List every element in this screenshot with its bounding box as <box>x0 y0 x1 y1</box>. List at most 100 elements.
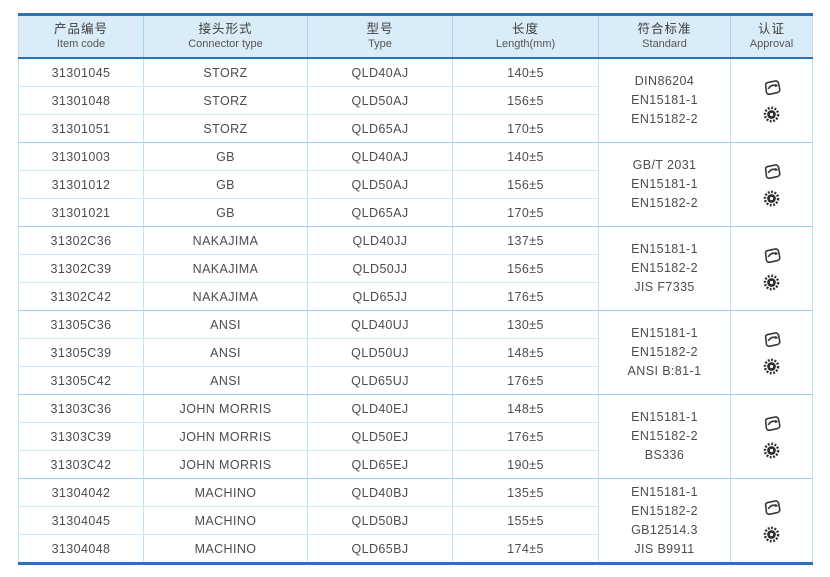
column-header-zh: 长度 <box>511 22 539 36</box>
standard-line: JIS F7335 <box>634 280 695 294</box>
cell-approval <box>730 142 813 227</box>
table-row: 31305C42 ANSI QLD65UJ 176±5 <box>18 366 813 395</box>
cell-standard: EN15181-1 EN15182-2 BS336 <box>598 394 731 479</box>
cell-length: 170±5 <box>452 114 599 143</box>
table-row: 31302C39 NAKAJIMA QLD50JJ 156±5 <box>18 254 813 283</box>
standard-line: EN15182-2 <box>631 112 698 126</box>
table-row: 31302C36 NAKAJIMA QLD40JJ 137±5 EN15181-1 EN1… <box>18 226 813 311</box>
cell-length: 137±5 <box>452 226 599 255</box>
cell-length: 135±5 <box>452 478 599 507</box>
cell-type: QLD65UJ <box>307 366 453 395</box>
column-header-zh: 符合标准 <box>637 22 692 36</box>
cell-connector-type: JOHN MORRIS <box>143 422 308 451</box>
table-body: 31301045 STORZ QLD40AJ 140±5 DIN86204 EN15181… <box>18 58 813 564</box>
column-header-zh: 产品编号 <box>53 22 108 36</box>
approval-icons <box>733 498 810 543</box>
cell-item-code: 31302C42 <box>18 282 144 311</box>
cell-length: 174±5 <box>452 534 599 564</box>
table-header: 产品编号 Item code 接头形式 Connector type 型号 Type 长度 L… <box>18 14 813 59</box>
cell-length: 156±5 <box>452 86 599 115</box>
cell-item-code: 31302C39 <box>18 254 144 283</box>
cell-approval <box>730 478 813 564</box>
table-row: 31301012 GB QLD50AJ 156±5 <box>18 170 813 199</box>
column-header-length: 长度 Length(mm) <box>452 14 599 59</box>
column-header-en: Connector type <box>188 38 263 50</box>
cell-type: QLD40JJ <box>307 226 453 255</box>
cell-item-code: 31304042 <box>18 478 144 507</box>
cell-item-code: 31302C36 <box>18 226 144 255</box>
cell-connector-type: GB <box>143 170 308 199</box>
cell-type: QLD50UJ <box>307 338 453 367</box>
cell-item-code: 31305C36 <box>18 310 144 339</box>
cell-connector-type: JOHN MORRIS <box>143 394 308 423</box>
standard-line: EN15182-2 <box>631 261 698 275</box>
cell-item-code: 31304048 <box>51 541 111 556</box>
cell-type: QLD40BJ <box>307 478 453 507</box>
standard-line: EN15182-2 <box>631 429 698 443</box>
table-row: 31304045 MACHINO QLD50BJ 155±5 <box>18 506 813 535</box>
cell-item-code: 31305C42 <box>18 366 144 395</box>
approval-icons <box>733 78 810 123</box>
column-header-en: Approval <box>749 38 794 50</box>
cell-standard: EN15181-1 EN15182-2 ANSI B:81-1 <box>598 310 731 395</box>
cell-length: 170±5 <box>452 198 599 227</box>
approval-icons <box>733 162 810 207</box>
table-row: 31304042 MACHINO QLD40BJ 135±5 EN15181-1 EN15… <box>18 478 813 564</box>
cell-type: QLD50BJ <box>307 506 453 535</box>
cell-length: 140±5 <box>452 58 599 87</box>
cell-length: 176±5 <box>452 282 599 311</box>
cell-type: QLD65AJ <box>307 114 453 143</box>
cell-length: 176±5 <box>452 366 599 395</box>
table-row: 31301003 GB QLD40AJ 140±5 GB/T 2031 EN15181-1… <box>18 142 813 227</box>
cell-approval <box>730 310 813 395</box>
approval-stamp-icon <box>761 330 782 349</box>
approval-stamp-icon <box>761 414 782 433</box>
approval-seal-icon <box>763 358 780 375</box>
cell-connector-type: ANSI <box>143 366 308 395</box>
cell-connector-type: ANSI <box>143 310 308 339</box>
standard-line: EN15181-1 <box>631 177 698 191</box>
cell-item-code: 31303C36 <box>18 394 144 423</box>
column-header-standard: 符合标准 Standard <box>598 14 731 59</box>
column-header-en: Length(mm) <box>495 38 556 50</box>
table-row: 31305C39 ANSI QLD50UJ 148±5 <box>18 338 813 367</box>
approval-stamp-icon <box>761 498 782 517</box>
table-row: 31303C36 JOHN MORRIS QLD40EJ 148±5 EN15181-1… <box>18 394 813 479</box>
cell-connector-type: STORZ <box>143 86 308 115</box>
approval-icons <box>733 414 810 459</box>
cell-connector-type: ANSI <box>143 338 308 367</box>
cell-item-code: 31305C39 <box>18 338 144 367</box>
cell-length: 148±5 <box>452 394 599 423</box>
cell-item-code: 31303C42 <box>18 450 144 479</box>
cell-approval <box>730 226 813 311</box>
approval-stamp-icon <box>761 246 782 265</box>
standard-line: JIS B9911 <box>634 541 695 556</box>
standard-line: ANSI B:81-1 <box>627 364 702 378</box>
cell-length: 155±5 <box>452 506 599 535</box>
standard-line: EN15181-1 <box>631 326 698 340</box>
cell-length: 190±5 <box>452 450 599 479</box>
table-row: 31301051 STORZ QLD65AJ 170±5 <box>18 114 813 143</box>
cell-length: 156±5 <box>452 254 599 283</box>
cell-connector-type: NAKAJIMA <box>143 282 308 311</box>
approval-icons <box>733 246 810 291</box>
table-row: 31301048 STORZ QLD50AJ 156±5 <box>18 86 813 115</box>
cell-type: QLD40AJ <box>307 58 453 87</box>
cell-type: QLD40UJ <box>307 310 453 339</box>
cell-type: QLD65EJ <box>307 450 453 479</box>
cell-item-code: 31301045 <box>18 58 144 87</box>
approval-seal-icon <box>763 526 780 543</box>
cell-connector-type: MACHINO <box>143 534 308 564</box>
standard-line: EN15182-2 <box>631 345 698 359</box>
standard-line: EN15182-2 <box>631 196 698 210</box>
column-header-zh: 接头形式 <box>198 22 253 36</box>
approval-seal-icon <box>763 442 780 459</box>
cell-connector-type: MACHINO <box>143 506 308 535</box>
standard-line: EN15182-2 <box>631 503 698 518</box>
cell-item-code: 31301012 <box>18 170 144 199</box>
column-header-zh: 型号 <box>366 22 394 36</box>
table-row: 31304048 MACHINO QLD65BJ 174±5 <box>19 534 813 564</box>
table-row: 31301045 STORZ QLD40AJ 140±5 DIN86204 EN15181… <box>18 58 813 143</box>
table-row: 31302C42 NAKAJIMA QLD65JJ 176±5 <box>18 282 813 311</box>
cell-length: 156±5 <box>452 170 599 199</box>
